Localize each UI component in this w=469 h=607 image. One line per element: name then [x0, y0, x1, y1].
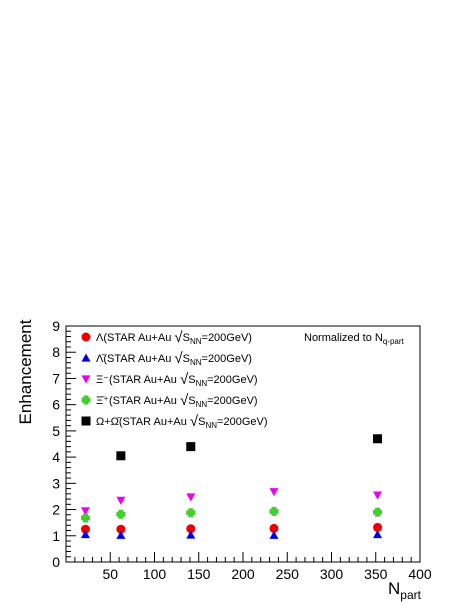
y-tick-label: 8: [52, 344, 60, 360]
sqrt-subscript: NN: [205, 421, 217, 430]
sqrt-symbol: √: [180, 392, 189, 409]
y-axis-title: Enhancement: [16, 319, 35, 424]
sqrt-radicand: S: [198, 416, 205, 428]
legend: Λ(STAR Au+Au √SNN=200GeV)Λ̄(STAR Au+Au √…: [81, 329, 268, 430]
y-tick-label: 5: [52, 423, 60, 439]
x-tick-label: 50: [102, 566, 118, 582]
legend-marker: [81, 395, 91, 405]
legend-label-lead: Ξ⁻(STAR Au+Au: [96, 374, 180, 386]
x-tick-label: 250: [276, 566, 300, 582]
data-point: [116, 496, 126, 505]
x-tick-label: 400: [408, 566, 432, 582]
series-0: [80, 522, 383, 534]
data-point: [80, 529, 90, 539]
sqrt-radicand: S: [188, 395, 195, 407]
legend-label: Ω+Ω̄(STAR Au+Au √SNN=200GeV): [96, 413, 268, 430]
x-axis-title-main: N: [388, 579, 400, 598]
legend-entry: Ω+Ω̄(STAR Au+Au √SNN=200GeV): [81, 413, 268, 430]
legend-label-lead: Ξ̄⁺(STAR Au+Au: [96, 395, 180, 407]
data-point: [186, 508, 196, 518]
sqrt-symbol: √: [190, 413, 199, 430]
data-point: [186, 442, 196, 452]
legend-marker: [81, 332, 91, 342]
legend-entry: Ξ⁻(STAR Au+Au √SNN=200GeV): [81, 371, 258, 388]
legend-label-lead: Ω+Ω̄(STAR Au+Au: [96, 416, 190, 428]
data-point: [373, 491, 383, 500]
sqrt-subscript: NN: [190, 358, 202, 367]
legend-label: Λ̄(STAR Au+Au √SNN=200GeV): [96, 350, 252, 367]
y-tick-label: 6: [52, 397, 60, 413]
legend-label-tail: =200GeV): [207, 395, 257, 407]
data-point: [116, 524, 126, 534]
legend-label: Ξ̄⁺(STAR Au+Au √SNN=200GeV): [96, 392, 258, 409]
y-tick-label: 3: [52, 475, 60, 491]
y-tick-label: 1: [52, 528, 60, 544]
x-tick-label: 200: [231, 566, 255, 582]
series-1: [80, 529, 383, 539]
data-point: [269, 506, 279, 516]
data-point: [269, 523, 279, 533]
y-tick-label: 7: [52, 370, 60, 386]
legend-label-tail: =200GeV): [202, 353, 252, 365]
legend-entry: Λ̄(STAR Au+Au √SNN=200GeV): [81, 350, 252, 367]
data-point: [116, 509, 126, 519]
data-point: [373, 434, 383, 444]
sqrt-radicand: S: [183, 353, 190, 365]
x-tick-label: 350: [364, 566, 388, 582]
normalization-note-main: Normalized to N: [304, 332, 383, 344]
normalization-note: Normalized to Nq-part: [304, 332, 405, 346]
x-axis-title: Npart: [388, 579, 422, 602]
legend-marker: [81, 353, 91, 362]
x-tick-label: 300: [320, 566, 344, 582]
legend-label: Ξ⁻(STAR Au+Au √SNN=200GeV): [96, 371, 258, 388]
legend-label: Λ(STAR Au+Au √SNN=200GeV): [96, 329, 252, 346]
y-tick-label: 0: [52, 554, 60, 570]
legend-label-lead: Λ̄(STAR Au+Au: [96, 353, 174, 365]
data-point: [80, 524, 90, 534]
legend-entry: Ξ̄⁺(STAR Au+Au √SNN=200GeV): [81, 392, 258, 409]
data-point: [186, 524, 196, 534]
legend-label-tail: =200GeV): [217, 416, 267, 428]
legend-label-lead: Λ(STAR Au+Au: [96, 332, 174, 344]
series-2: [80, 488, 383, 516]
data-point: [186, 493, 196, 502]
legend-marker: [81, 416, 91, 426]
y-tick-label: 9: [52, 318, 60, 334]
sqrt-radicand: S: [188, 374, 195, 386]
sqrt-symbol: √: [174, 329, 183, 346]
data-point: [80, 513, 90, 523]
x-axis-title-sub: part: [400, 588, 421, 602]
legend-marker: [81, 375, 91, 384]
data-point: [269, 530, 279, 539]
data-point: [80, 507, 90, 516]
series-3: [80, 506, 383, 523]
sqrt-radicand: S: [183, 332, 190, 344]
sqrt-subscript: NN: [196, 379, 208, 388]
data-marks: [80, 434, 383, 539]
sqrt-subscript: NN: [190, 337, 202, 346]
y-tick-label: 2: [52, 502, 60, 518]
series-4: [116, 434, 383, 461]
axes: 0 1 2 3 4 5 6 7 8 9 50 100 150 200 250 300 350 400: [52, 318, 432, 582]
data-point: [116, 451, 126, 461]
legend-label-tail: =200GeV): [207, 374, 257, 386]
data-point: [373, 522, 383, 532]
sqrt-subscript: NN: [196, 400, 208, 409]
y-tick-label: 4: [52, 449, 60, 465]
data-point: [373, 529, 383, 539]
data-point: [373, 507, 383, 517]
legend-label-tail: =200GeV): [202, 332, 252, 344]
legend-entry: Λ(STAR Au+Au √SNN=200GeV): [81, 329, 252, 346]
data-point: [269, 488, 279, 497]
x-tick-label: 150: [187, 566, 211, 582]
data-point: [116, 530, 126, 539]
x-tick-label: 100: [143, 566, 167, 582]
data-point: [186, 530, 196, 539]
normalization-note-sub: q-part: [383, 337, 405, 346]
sqrt-symbol: √: [180, 371, 189, 388]
sqrt-symbol: √: [174, 350, 183, 367]
